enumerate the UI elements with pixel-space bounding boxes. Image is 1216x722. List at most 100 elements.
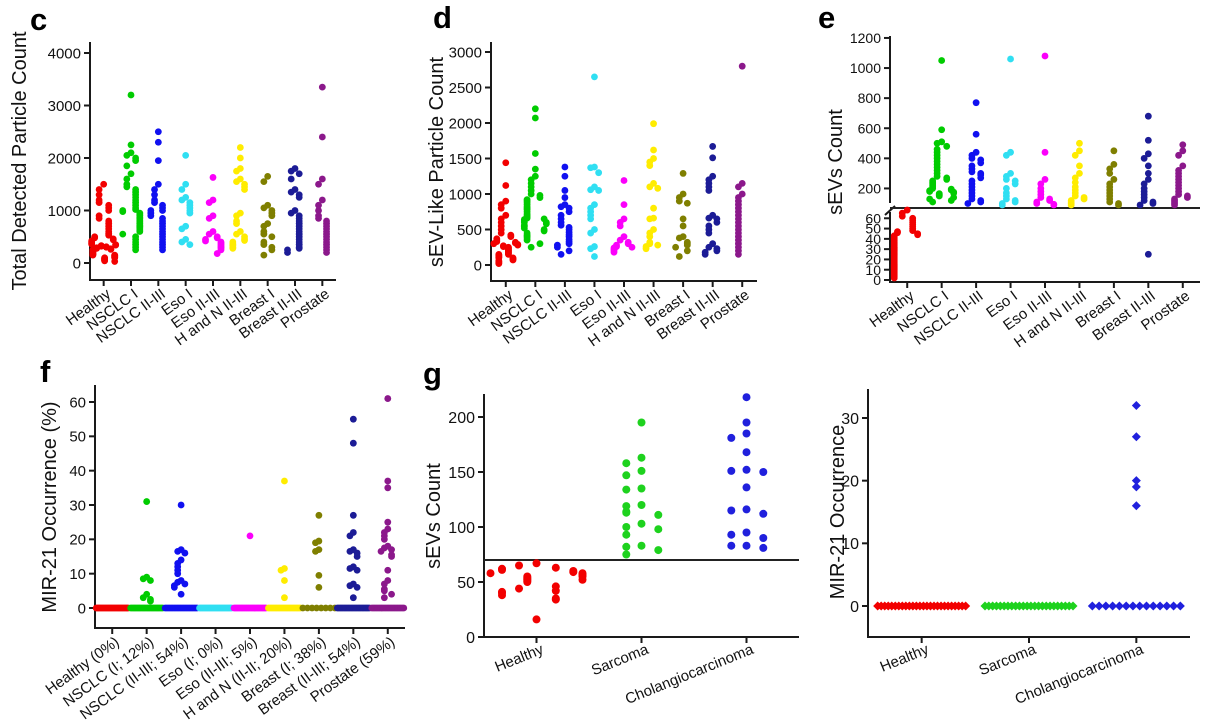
data-point xyxy=(315,511,323,519)
data-point xyxy=(738,179,746,187)
data-point xyxy=(497,201,505,209)
points-e-3 xyxy=(998,55,1019,209)
data-point xyxy=(123,175,131,183)
y-axis-title-g-left: sEVs Count xyxy=(423,463,445,569)
axes-g2 xyxy=(862,389,1190,643)
data-point xyxy=(1144,162,1152,170)
data-point xyxy=(622,471,631,480)
data-point xyxy=(679,233,687,241)
y-tick-label: 10 xyxy=(865,262,881,278)
data-point xyxy=(486,569,495,578)
panel-letter-d: d xyxy=(433,0,452,35)
data-point xyxy=(229,238,237,246)
data-point xyxy=(1162,601,1172,611)
data-point xyxy=(553,241,561,249)
points-f-7 xyxy=(333,415,373,612)
data-point xyxy=(1037,180,1045,188)
data-point xyxy=(613,241,620,249)
data-point xyxy=(260,251,268,259)
data-point xyxy=(531,114,539,122)
data-point xyxy=(759,509,768,518)
data-point xyxy=(650,214,657,222)
y-tick-label: 30 xyxy=(865,241,881,257)
data-point xyxy=(1175,151,1182,159)
data-point xyxy=(509,254,517,262)
data-point xyxy=(646,238,654,246)
data-point xyxy=(384,395,392,402)
data-point xyxy=(268,207,276,214)
data-point xyxy=(620,215,628,223)
data-point xyxy=(622,507,631,516)
data-point xyxy=(291,186,299,193)
data-point xyxy=(561,163,569,171)
data-point xyxy=(727,506,736,515)
y-tick-label: 2000 xyxy=(449,115,482,132)
data-point xyxy=(894,228,901,236)
data-point xyxy=(650,204,657,212)
data-point xyxy=(241,233,248,241)
data-point xyxy=(209,196,217,204)
y-axis-title-c: Total Detected Particle Count xyxy=(9,31,31,291)
data-point xyxy=(264,220,272,228)
data-point xyxy=(315,546,323,554)
data-point xyxy=(109,235,117,243)
data-point xyxy=(557,211,565,219)
data-point xyxy=(709,172,717,180)
data-point xyxy=(151,196,158,204)
data-point xyxy=(202,235,209,243)
data-point xyxy=(236,154,244,162)
y-axis-title-g-right: MIR-21 Occurrence xyxy=(827,424,849,600)
data-point xyxy=(650,146,657,154)
data-point xyxy=(1110,147,1118,155)
data-point xyxy=(127,149,135,157)
data-point xyxy=(709,211,717,219)
data-point xyxy=(100,180,108,188)
data-point xyxy=(241,180,248,188)
data-point xyxy=(1141,601,1151,611)
data-point xyxy=(943,174,951,182)
data-point xyxy=(159,214,166,222)
data-point xyxy=(95,186,103,193)
data-point xyxy=(1110,160,1118,168)
data-point xyxy=(1071,174,1079,182)
data-point xyxy=(938,138,946,146)
points-g2-1 xyxy=(980,601,1078,611)
y-axis-title-f: MIR-21 Occurrence (%) xyxy=(39,401,61,613)
data-point xyxy=(182,193,190,201)
data-point xyxy=(95,196,103,204)
points-e-5 xyxy=(1067,139,1088,209)
data-point xyxy=(502,211,510,219)
data-point xyxy=(938,126,946,134)
data-point xyxy=(938,57,946,64)
data-point xyxy=(591,243,598,250)
data-point xyxy=(742,528,751,537)
points-g2-2 xyxy=(1087,400,1185,611)
data-point xyxy=(637,519,646,528)
data-point xyxy=(727,530,736,539)
data-point xyxy=(1171,195,1178,203)
y-tick-label: 30 xyxy=(69,497,86,514)
y-tick-label: 0 xyxy=(78,600,86,617)
data-point xyxy=(1002,185,1010,192)
data-point xyxy=(759,543,768,552)
data-point xyxy=(123,180,131,188)
data-point xyxy=(1110,176,1118,183)
data-point xyxy=(591,201,598,209)
points-d-3 xyxy=(587,73,603,260)
data-point xyxy=(497,215,505,223)
points-f-0 xyxy=(92,604,132,612)
data-point xyxy=(1011,177,1019,185)
axes-g1 xyxy=(478,394,799,643)
y-tick-label: 0 xyxy=(873,272,881,288)
points-d-4 xyxy=(610,177,636,256)
data-point xyxy=(926,195,934,203)
data-point xyxy=(105,201,113,209)
points-c-7 xyxy=(284,165,303,256)
points-d-0 xyxy=(490,159,522,267)
data-point xyxy=(1076,169,1083,177)
category-label: Healthy xyxy=(492,641,546,676)
data-point xyxy=(914,230,922,238)
data-point xyxy=(540,226,548,233)
